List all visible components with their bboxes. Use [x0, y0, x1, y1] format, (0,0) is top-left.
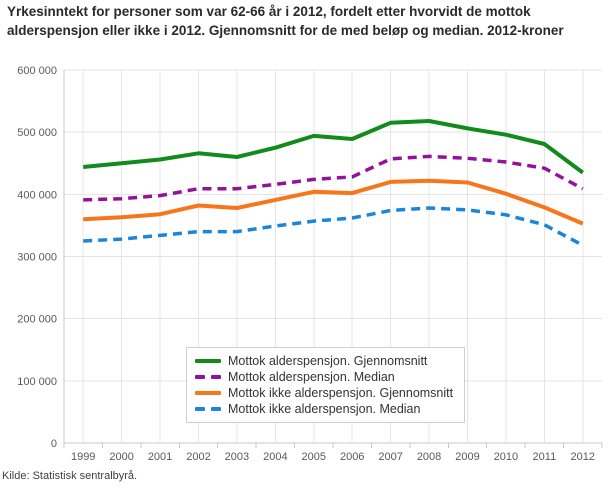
chart-title: Yrkesinntekt for personer som var 62-66 … — [7, 4, 564, 38]
y-axis-tick-label: 200 000 — [17, 314, 57, 326]
y-axis-tick-label: 100 000 — [17, 376, 57, 388]
x-axis-tick-label: 2005 — [302, 451, 326, 463]
legend-item-2[interactable]: Mottok ikke alderspensjon. Gjennomsnitt — [195, 385, 453, 401]
legend-label: Mottok alderspensjon. Gjennomsnitt — [228, 354, 428, 368]
legend-solid-line-swatch — [195, 359, 221, 363]
legend-swatch-segment — [211, 407, 221, 411]
y-axis-tick-label: 400 000 — [17, 189, 57, 201]
legend-swatch-segment — [195, 391, 221, 395]
x-axis-tick-label: 2000 — [109, 451, 133, 463]
x-axis-tick-label: 2004 — [263, 451, 287, 463]
y-axis-tick-label: 500 000 — [17, 127, 57, 139]
x-axis-tick-label: 2001 — [148, 451, 172, 463]
x-axis-tick-label: 2002 — [186, 451, 210, 463]
series-line-2 — [83, 178, 584, 226]
x-axis-tick-label: 1999 — [71, 451, 95, 463]
x-axis-tick-label: 2008 — [417, 451, 441, 463]
legend-swatch-segment — [195, 375, 205, 379]
y-axis-tick-label: 600 000 — [17, 65, 57, 77]
series-line-1 — [83, 154, 584, 202]
legend: Mottok alderspensjon. Gjennomsnitt Mottok… — [186, 347, 466, 423]
legend-solid-line-swatch — [195, 391, 221, 395]
x-axis-tick-label: 2011 — [533, 451, 557, 463]
x-axis-tick-label: 2007 — [378, 451, 402, 463]
y-axis-tick-label: 0 — [51, 438, 57, 450]
x-axis-tick-label: 2012 — [571, 451, 595, 463]
legend-swatch-segment — [211, 375, 221, 379]
legend-label: Mottok ikke alderspensjon. Median — [228, 402, 421, 416]
x-axis-tick-label: 2010 — [494, 451, 518, 463]
legend-label: Mottok ikke alderspensjon. Gjennomsnitt — [228, 386, 454, 400]
series-line-0 — [83, 119, 584, 175]
legend-item-3[interactable]: Mottok ikke alderspensjon. Median — [195, 401, 453, 417]
legend-swatch-segment — [195, 359, 221, 363]
legend-dashed-line-swatch — [195, 407, 221, 411]
legend-swatch-segment — [195, 407, 205, 411]
y-axis-tick-label: 300 000 — [17, 252, 57, 264]
series-line-3 — [83, 206, 584, 247]
legend-item-1[interactable]: Mottok alderspensjon. Median — [195, 369, 453, 385]
legend-label: Mottok alderspensjon. Median — [228, 370, 395, 384]
x-axis-tick-label: 2009 — [455, 451, 479, 463]
source-note: Kilde: Statistisk sentralbyrå. — [2, 470, 138, 482]
legend-dashed-line-swatch — [195, 375, 221, 379]
x-axis-tick-label: 2003 — [225, 451, 249, 463]
x-axis-tick-label: 2006 — [340, 451, 364, 463]
legend-item-0[interactable]: Mottok alderspensjon. Gjennomsnitt — [195, 353, 453, 369]
